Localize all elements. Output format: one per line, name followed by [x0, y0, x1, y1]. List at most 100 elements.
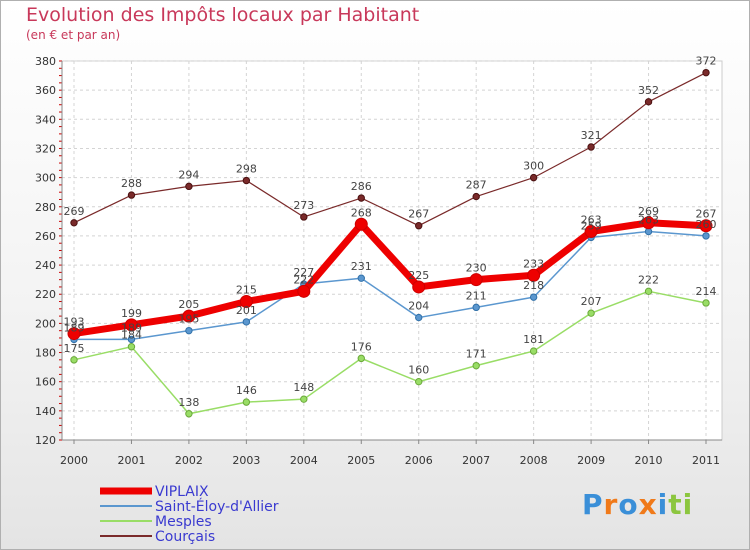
- data-label: 222: [293, 273, 314, 286]
- data-label: 214: [696, 285, 717, 298]
- data-point: [415, 377, 423, 386]
- y-tick-label: 220: [35, 288, 56, 301]
- data-label: 231: [351, 260, 372, 273]
- data-label: 233: [523, 257, 544, 270]
- x-tick-label: 2004: [290, 454, 318, 467]
- x-tick-label: 2007: [462, 454, 490, 467]
- logo-letter: P: [582, 488, 604, 521]
- data-point: [127, 343, 136, 351]
- x-tick-label: 2000: [60, 454, 88, 467]
- x-tick-label: 2006: [405, 454, 433, 467]
- y-tick-label: 240: [35, 259, 56, 272]
- data-label: 287: [466, 179, 487, 192]
- data-label: 269: [64, 205, 85, 218]
- data-label: 263: [638, 214, 659, 227]
- data-label: 300: [523, 160, 544, 173]
- data-label: 195: [178, 313, 199, 326]
- data-point: [644, 287, 653, 296]
- data-point: [182, 309, 196, 323]
- data-label: 288: [121, 177, 142, 190]
- series-line-3: [73, 72, 707, 227]
- data-label: 199: [121, 307, 142, 320]
- legend-label: Mesples: [155, 514, 212, 530]
- data-point: [702, 68, 710, 77]
- chart-title: Evolution des Impôts locaux par Habitant: [26, 4, 420, 26]
- data-label: 181: [523, 333, 544, 346]
- data-label: 273: [293, 199, 314, 212]
- data-label: 227: [293, 266, 314, 279]
- data-point: [70, 219, 78, 227]
- data-point: [242, 398, 251, 406]
- x-tick-label: 2005: [347, 454, 375, 467]
- data-label: 267: [696, 208, 717, 221]
- logo-letter: x: [638, 488, 658, 521]
- data-point: [357, 274, 365, 282]
- data-label: 215: [236, 284, 257, 297]
- data-point: [472, 192, 480, 201]
- data-point: [415, 222, 423, 230]
- data-label: 189: [64, 321, 85, 334]
- plot-area: [61, 60, 723, 441]
- data-label: 204: [408, 300, 429, 313]
- data-point: [642, 216, 656, 230]
- data-point: [587, 143, 595, 151]
- data-point: [587, 309, 595, 317]
- logo-letter: o: [618, 488, 639, 521]
- data-label: 321: [581, 129, 602, 142]
- x-tick-label: 2003: [232, 454, 260, 467]
- y-tick-label: 200: [35, 317, 56, 330]
- data-point: [584, 225, 598, 239]
- data-label: 294: [178, 168, 199, 181]
- y-tick-label: 140: [35, 405, 56, 418]
- data-point: [529, 293, 538, 301]
- data-label: 263: [581, 214, 602, 227]
- data-point: [527, 268, 541, 282]
- y-tick-label: 380: [35, 55, 56, 68]
- data-label: 176: [351, 340, 372, 353]
- legend-label: VIPLAIX: [155, 484, 209, 500]
- data-point: [297, 284, 311, 298]
- grid: [61, 60, 723, 441]
- data-point: [699, 219, 713, 233]
- proxiti-logo: Proxiti: [582, 488, 693, 521]
- chart-subtitle: (en € et par an): [26, 28, 121, 42]
- y-tick-label: 280: [35, 201, 56, 214]
- x-tick-label: 2011: [692, 454, 720, 467]
- x-tick-label: 2008: [520, 454, 548, 467]
- data-label: 171: [466, 348, 487, 361]
- data-point: [702, 232, 710, 240]
- y-tick-label: 120: [35, 434, 56, 447]
- data-point: [472, 361, 480, 370]
- x-tick-label: 2002: [175, 454, 203, 467]
- data-label: 230: [466, 262, 487, 275]
- axes: 120 140 160 180 200 220 240 260 280 300 320 340 360 3…: [35, 55, 722, 467]
- data-label: 160: [408, 364, 429, 377]
- data-label: 298: [236, 163, 257, 176]
- data-label: 222: [638, 273, 659, 286]
- data-point: [415, 313, 423, 322]
- data-point: [529, 347, 538, 355]
- data-label: 225: [408, 269, 429, 282]
- data-label: 146: [236, 384, 257, 397]
- data-point: [127, 335, 136, 344]
- data-point: [242, 318, 251, 326]
- series-line-1: [74, 230, 707, 341]
- x-tick-label: 2009: [577, 454, 605, 467]
- data-point: [300, 213, 308, 221]
- data-point: [357, 354, 365, 363]
- series: [67, 68, 713, 418]
- data-point: [185, 410, 193, 418]
- series-line-2: [73, 290, 707, 415]
- data-point: [67, 327, 81, 341]
- data-label: 352: [638, 84, 659, 97]
- data-label: 286: [351, 180, 372, 193]
- y-tick-label: 320: [35, 142, 56, 155]
- data-label: 205: [178, 298, 199, 311]
- data-label: 267: [408, 208, 429, 221]
- data-point: [357, 194, 365, 202]
- data-label: 218: [523, 279, 544, 292]
- y-tick-label: 340: [35, 113, 56, 126]
- data-label: 207: [581, 295, 602, 308]
- data-point: [185, 182, 193, 191]
